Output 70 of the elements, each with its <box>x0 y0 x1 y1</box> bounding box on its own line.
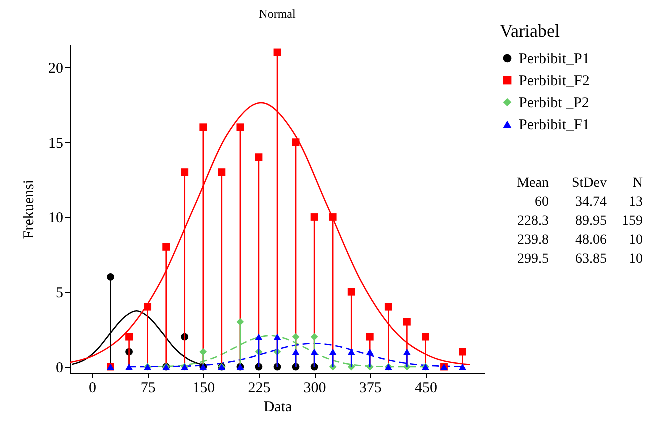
point <box>144 303 152 311</box>
point <box>403 318 411 326</box>
y-tick-label: 20 <box>48 60 64 77</box>
point <box>292 138 300 146</box>
point <box>126 333 133 341</box>
point <box>310 363 318 371</box>
legend-title: Variabel <box>500 21 560 41</box>
x-tick-label: 225 <box>248 380 271 396</box>
point <box>459 348 466 356</box>
point <box>236 124 244 132</box>
point <box>366 348 374 356</box>
chart-title: Normal <box>259 7 296 21</box>
point <box>274 334 282 340</box>
point <box>292 333 300 341</box>
x-axis-title: Data <box>264 400 292 416</box>
point <box>310 214 318 221</box>
text: 34.74 <box>574 195 607 211</box>
point <box>384 303 392 311</box>
text: 13 <box>628 195 643 211</box>
legend-label: Perbibit_P1 <box>519 52 590 68</box>
point <box>348 348 356 356</box>
text: 239.8 <box>516 233 549 249</box>
x-tick-label: 300 <box>304 380 326 396</box>
point <box>255 363 263 371</box>
text: 10 <box>628 252 643 268</box>
x-tick-label: 150 <box>192 380 216 396</box>
text: 228.3 <box>516 214 549 230</box>
x-tick-label: 450 <box>414 380 438 396</box>
text: 10 <box>628 233 643 249</box>
y-tick-label: 0 <box>56 360 64 377</box>
text: 299.5 <box>516 252 549 268</box>
point <box>107 273 114 281</box>
point <box>366 333 374 341</box>
point <box>162 243 170 251</box>
x-tick-label: 75 <box>140 380 156 396</box>
text: Mean <box>516 176 549 192</box>
point <box>403 348 411 356</box>
legend-label: Perbibit_F2 <box>519 74 590 90</box>
text: 89.95 <box>574 214 607 230</box>
y-tick-label: 5 <box>56 286 64 302</box>
text: N <box>632 176 643 192</box>
legend-label: Perbibit_F1 <box>519 118 590 134</box>
legend-label: Perbibt _P2 <box>519 96 590 112</box>
point <box>329 214 337 221</box>
point <box>292 363 300 371</box>
point <box>181 168 189 176</box>
point <box>255 334 263 340</box>
point <box>218 168 226 176</box>
point <box>459 364 466 370</box>
point <box>126 364 133 370</box>
y-tick-label: 10 <box>48 210 64 227</box>
x-tick-label: 375 <box>359 380 382 396</box>
point <box>200 348 208 356</box>
point <box>310 348 318 356</box>
point <box>236 318 244 326</box>
x-tick-label: 0 <box>88 380 96 396</box>
text: 48.06 <box>574 233 607 249</box>
point <box>292 348 300 356</box>
text: 60 <box>534 195 549 211</box>
point <box>348 288 356 296</box>
point <box>310 333 318 341</box>
point <box>422 333 430 341</box>
point <box>329 348 337 356</box>
point <box>200 124 208 132</box>
text: 63.85 <box>574 252 607 268</box>
y-tick-label: 15 <box>48 136 64 152</box>
text: 159 <box>621 214 643 230</box>
point <box>255 154 263 162</box>
y-axis-title: Frekuensi <box>22 180 38 240</box>
text: StDev <box>571 176 607 192</box>
